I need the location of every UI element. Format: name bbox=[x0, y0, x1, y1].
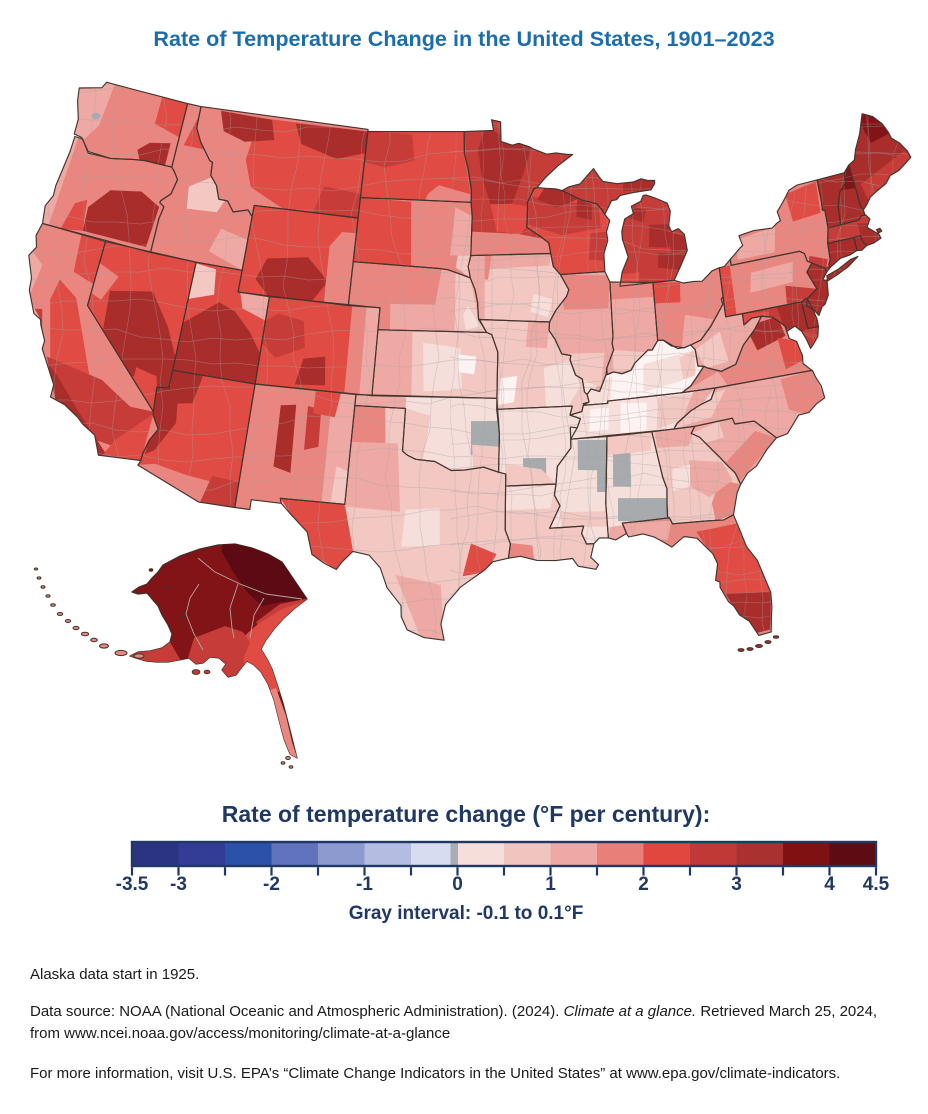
svg-text:4.5: 4.5 bbox=[863, 874, 890, 895]
svg-text:3: 3 bbox=[731, 874, 742, 895]
svg-text:Data source: NOAA (National Oc: Data source: NOAA (National Oceanic and … bbox=[30, 1003, 877, 1020]
svg-text:-2: -2 bbox=[263, 874, 280, 895]
svg-text:4: 4 bbox=[824, 874, 835, 895]
svg-text:2: 2 bbox=[638, 874, 649, 895]
svg-text:0: 0 bbox=[452, 874, 463, 895]
svg-text:Gray interval: -0.1 to 0.1°F: Gray interval: -0.1 to 0.1°F bbox=[349, 903, 584, 924]
svg-text:-1: -1 bbox=[356, 874, 373, 895]
svg-text:-3.5: -3.5 bbox=[116, 874, 149, 895]
svg-text:-3: -3 bbox=[170, 874, 187, 895]
svg-text:For more information, visit U.: For more information, visit U.S. EPA’s “… bbox=[30, 1065, 840, 1082]
svg-text:from www.ncei.noaa.gov/access/: from www.ncei.noaa.gov/access/monitoring… bbox=[30, 1025, 450, 1042]
svg-text:Rate of temperature change (°F: Rate of temperature change (°F per centu… bbox=[222, 801, 710, 827]
svg-text:1: 1 bbox=[545, 874, 556, 895]
svg-text:Rate of Temperature Change in: Rate of Temperature Change in the United… bbox=[153, 26, 774, 51]
svg-text:Alaska data start in 1925.: Alaska data start in 1925. bbox=[30, 966, 199, 983]
